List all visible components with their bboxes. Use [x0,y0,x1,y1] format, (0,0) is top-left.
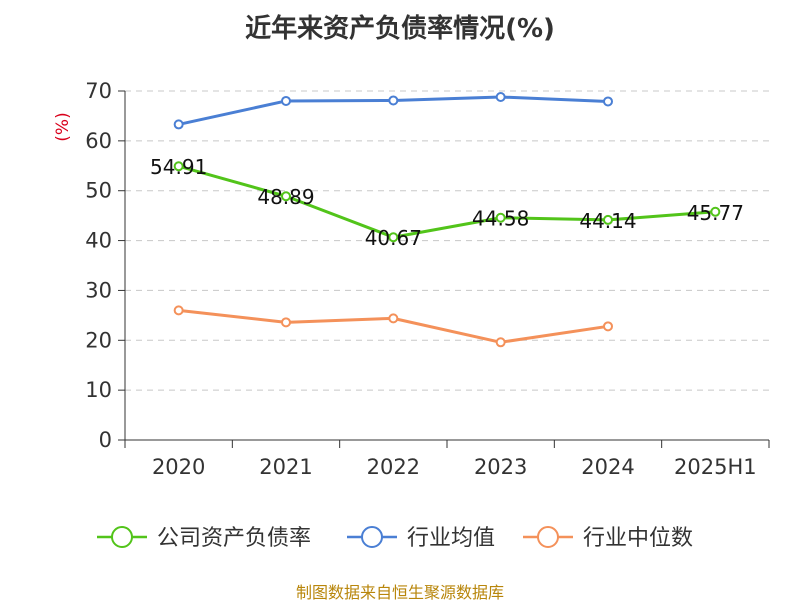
data-point-1-3 [495,91,506,102]
x-tick-label-2020: 2020 [152,455,205,479]
y-tick-label-70: 70 [85,79,112,103]
data-point-0-4 [603,214,613,225]
data-label-0-3: 44.58 [472,207,529,231]
x-tick-label-2023: 2023 [474,455,527,479]
x-tick-label-2021: 2021 [259,455,312,479]
data-point-1-0 [173,119,184,130]
data-label-0-1: 48.89 [257,185,314,209]
legend-label-0: 公司资产负债率 [157,526,311,551]
legend-label-2: 行业中位数 [583,526,693,551]
series-lines [173,91,721,348]
data-point-2-4 [603,321,613,332]
gridlines [125,90,769,391]
data-point-1-1 [281,95,291,106]
legend-marker-1 [361,526,383,548]
data-point-2-3 [495,337,506,348]
data-label-0-5: 45.77 [687,201,744,225]
y-tick-label-0: 0 [99,428,112,452]
legend-label-1: 行业均值 [407,526,495,551]
y-tick-label-30: 30 [85,278,112,302]
x-tick-label-2025H1: 2025H1 [674,455,757,479]
data-label-0-0: 54.91 [150,155,207,179]
legend-marker-2 [537,526,559,548]
data-point-2-2 [388,313,399,324]
data-point-0-0 [173,161,184,172]
data-point-2-1 [281,317,291,328]
series-line-0 [178,164,716,239]
data-point-1-2 [388,95,399,106]
legend-marker-0 [111,526,133,548]
data-label-0-2: 40.67 [365,226,422,250]
y-tick-label-50: 50 [85,179,112,203]
chart-title: 近年来资产负债率情况(%) [245,14,555,44]
y-tick-label-20: 20 [85,328,112,352]
data-point-0-5 [710,206,721,217]
y-tick-label-60: 60 [85,129,112,153]
data-point-1-4 [603,96,613,107]
data-point-0-2 [388,232,399,243]
x-tick-label-2024: 2024 [581,455,634,479]
data-label-0-4: 44.14 [579,209,636,233]
axes: 0 10 20 30 40 50 60 70 2020 2021 2022 2023 2024 2025H… [85,79,770,479]
data-labels: 54.91 48.89 40.67 44.58 44.14 45.77 [150,155,744,250]
source-note: 制图数据来自恒生聚源数据库 [295,583,504,602]
legend: 公司资产负债率 行业均值 行业中位数 [97,526,693,551]
y-tick-label-10: 10 [85,378,112,402]
data-point-2-0 [173,305,184,316]
y-tick-label-40: 40 [85,229,112,253]
x-tick-label-2022: 2022 [367,455,420,479]
data-point-0-3 [495,212,506,223]
y-axis-unit-label: (%) [53,112,73,141]
data-point-0-1 [281,191,291,202]
